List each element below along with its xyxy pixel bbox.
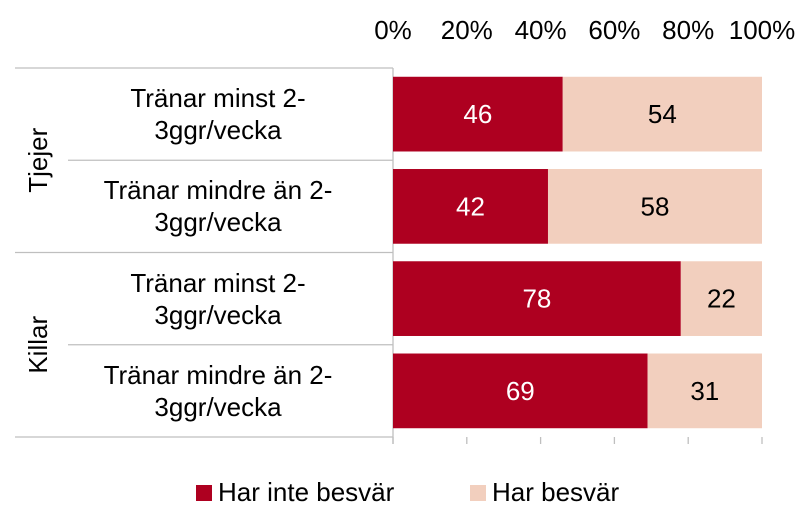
legend-label: Har besvär: [492, 477, 619, 506]
data-label: 42: [456, 191, 485, 221]
bar: [647, 353, 762, 429]
category-label: Tränar mindre än 2-3ggr/vecka: [103, 175, 333, 238]
legend-swatch: [196, 485, 212, 501]
data-label: 46: [463, 99, 492, 129]
x-tick-label: 0%: [374, 15, 412, 45]
data-label: 69: [506, 376, 535, 406]
bar: [680, 261, 762, 336]
legend-label: Har inte besvär: [218, 477, 395, 506]
bar: [393, 76, 563, 152]
x-tick-label: 20%: [441, 15, 493, 45]
group-label: Tjejer: [23, 127, 53, 192]
category-label: Tränar minst 2-3ggr/vecka: [130, 267, 306, 330]
x-tick-label: 40%: [515, 15, 567, 45]
data-label: 31: [690, 376, 719, 406]
bar: [393, 261, 681, 336]
x-tick-label: 100%: [729, 15, 796, 45]
bar: [547, 169, 762, 244]
bar: [393, 169, 548, 244]
x-tick-label: 80%: [662, 15, 714, 45]
data-label: 78: [522, 284, 551, 314]
x-tick-label: 60%: [588, 15, 640, 45]
legend-swatch: [470, 485, 486, 501]
category-label: Tränar mindre än 2-3ggr/vecka: [103, 359, 333, 422]
data-label: 58: [641, 191, 670, 221]
bar: [562, 76, 762, 152]
group-label: Killar: [23, 316, 53, 374]
data-label: 54: [648, 99, 677, 129]
bar: [393, 353, 648, 429]
category-label: Tränar minst 2-3ggr/vecka: [130, 83, 306, 146]
data-label: 22: [707, 284, 736, 314]
